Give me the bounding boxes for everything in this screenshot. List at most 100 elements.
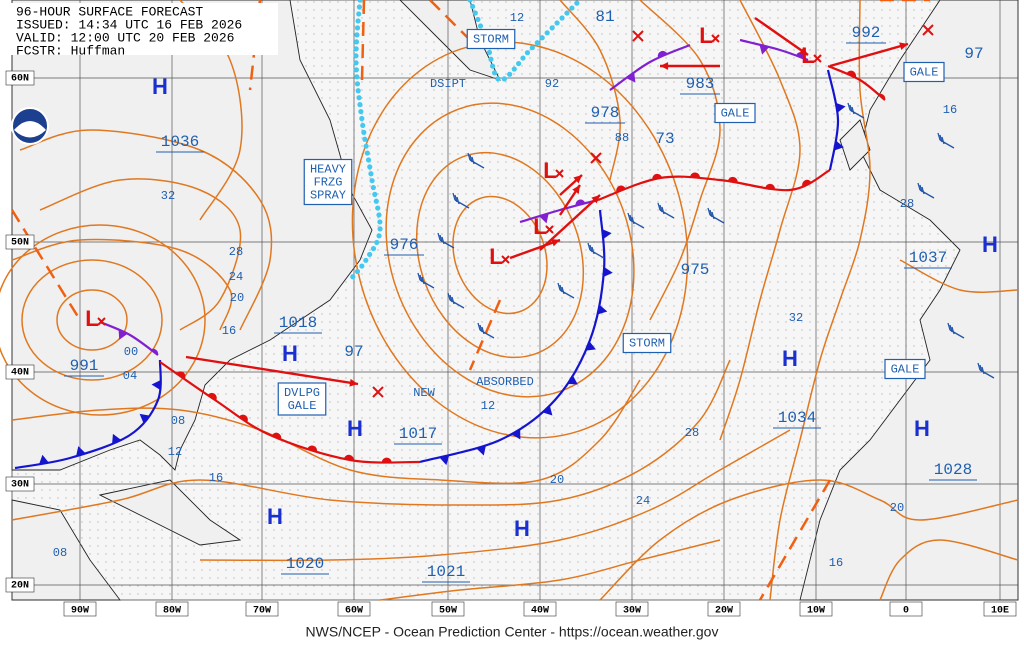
- isobar: [21, 259, 163, 381]
- lon-label: 40W: [531, 606, 549, 617]
- ice-dot: [470, 3, 476, 10]
- arrow-head: [551, 239, 560, 247]
- lon-label: 10W: [807, 606, 825, 617]
- ice-dot: [362, 136, 368, 142]
- ice-dot: [355, 88, 361, 94]
- ice-dot: [376, 212, 382, 218]
- lon-label: 50W: [439, 606, 457, 617]
- ice-dot: [357, 0, 363, 3]
- isobar-label: 28: [685, 426, 699, 440]
- front-symbol: [616, 185, 626, 193]
- wind-barb: [977, 362, 995, 379]
- front-symbol: [139, 413, 150, 424]
- front-symbol: [759, 44, 770, 55]
- cold-front: [14, 359, 162, 470]
- arrow-head: [799, 47, 808, 55]
- lat-label: 40N: [11, 368, 29, 379]
- high-pressure: 1018: [279, 314, 317, 332]
- ice-dot: [367, 251, 373, 258]
- dissipating-center: [922, 24, 934, 36]
- wind-barb: [437, 232, 455, 249]
- graticule: [11, 0, 1019, 601]
- ice-dot: [370, 245, 377, 252]
- label-box: [714, 102, 756, 124]
- warm-front: [159, 361, 421, 464]
- label-box: [884, 358, 926, 380]
- isobar-label: 04: [123, 369, 137, 383]
- lat-label: 30N: [11, 480, 29, 491]
- warm-front: [827, 64, 886, 101]
- isobar-label: 16: [222, 324, 236, 338]
- lon-label: 0: [903, 606, 909, 617]
- ice-dot: [377, 219, 383, 225]
- ice-dot: [354, 74, 360, 80]
- ice-dot: [372, 191, 378, 197]
- ice-dot: [488, 56, 494, 62]
- low-pressure: 976: [390, 236, 419, 254]
- front-symbol: [476, 445, 486, 456]
- high-symbol: H: [514, 516, 530, 541]
- ice-dot: [539, 35, 545, 41]
- front-symbol: [118, 329, 128, 340]
- boxed-label: GALE: [721, 107, 750, 121]
- label-box: [622, 332, 672, 354]
- front-symbol: [151, 379, 161, 390]
- trough: [360, 0, 366, 81]
- wind-barb: [477, 322, 495, 339]
- ice-dot: [554, 20, 560, 26]
- low-center-x: [555, 169, 564, 178]
- warm-front: [597, 169, 831, 202]
- isobar: [452, 195, 548, 315]
- low-center-x: [501, 255, 510, 264]
- front-symbol: [511, 429, 521, 440]
- lon-label-bg: [615, 601, 649, 617]
- ice-dot: [357, 102, 363, 108]
- lon-label: 60W: [345, 606, 363, 617]
- isobar-label: 20: [890, 501, 904, 515]
- front-symbol: [878, 93, 886, 100]
- motion-arrow: [539, 194, 601, 251]
- front-symbol: [542, 405, 553, 416]
- arrow-head: [349, 378, 358, 387]
- lon-label: 70W: [253, 606, 271, 617]
- front-symbol: [846, 70, 857, 78]
- high-symbol: H: [347, 416, 363, 441]
- trough: [758, 479, 832, 601]
- low-symbol: L: [533, 214, 546, 239]
- ice-dot: [356, 4, 363, 10]
- boxed-label: HEAVY: [310, 163, 346, 177]
- ice-dot: [377, 226, 383, 232]
- lon-label-bg: [523, 601, 557, 617]
- occ-front: [609, 43, 691, 91]
- ice-dot: [516, 60, 522, 67]
- plain-label: DSIPT: [430, 77, 466, 91]
- isobar-label: 20: [550, 473, 564, 487]
- lat-label-bg: [5, 577, 35, 593]
- ice-dot: [489, 63, 496, 69]
- isobar-label: 16: [829, 556, 843, 570]
- high-symbol: H: [152, 74, 168, 99]
- plain-label: ABSORBED: [476, 375, 534, 389]
- front-symbol: [539, 213, 549, 224]
- pressure-label: 975: [681, 261, 710, 279]
- lat-label: 50N: [11, 238, 29, 249]
- isobar: [0, 224, 206, 416]
- isobar-label: 12: [168, 445, 182, 459]
- ice-dot: [475, 16, 481, 23]
- ice-dot: [369, 178, 375, 184]
- wind-barb: [937, 132, 955, 149]
- ice-dot: [364, 150, 370, 156]
- lat-label-bg: [5, 364, 35, 380]
- front-symbol: [626, 72, 636, 83]
- header-forecaster: FCSTR: Huffman: [16, 43, 125, 58]
- ice-dot: [359, 115, 365, 122]
- lon-label-bg: [983, 601, 1017, 617]
- low-symbol: L: [699, 23, 712, 48]
- high-symbol: H: [914, 416, 930, 441]
- boxed-label: GALE: [910, 66, 939, 80]
- ice-dot: [491, 70, 498, 76]
- ice-dot: [559, 15, 565, 21]
- ireland: [839, 119, 871, 171]
- ice-dot: [361, 129, 367, 135]
- isobar-label: 20: [230, 291, 244, 305]
